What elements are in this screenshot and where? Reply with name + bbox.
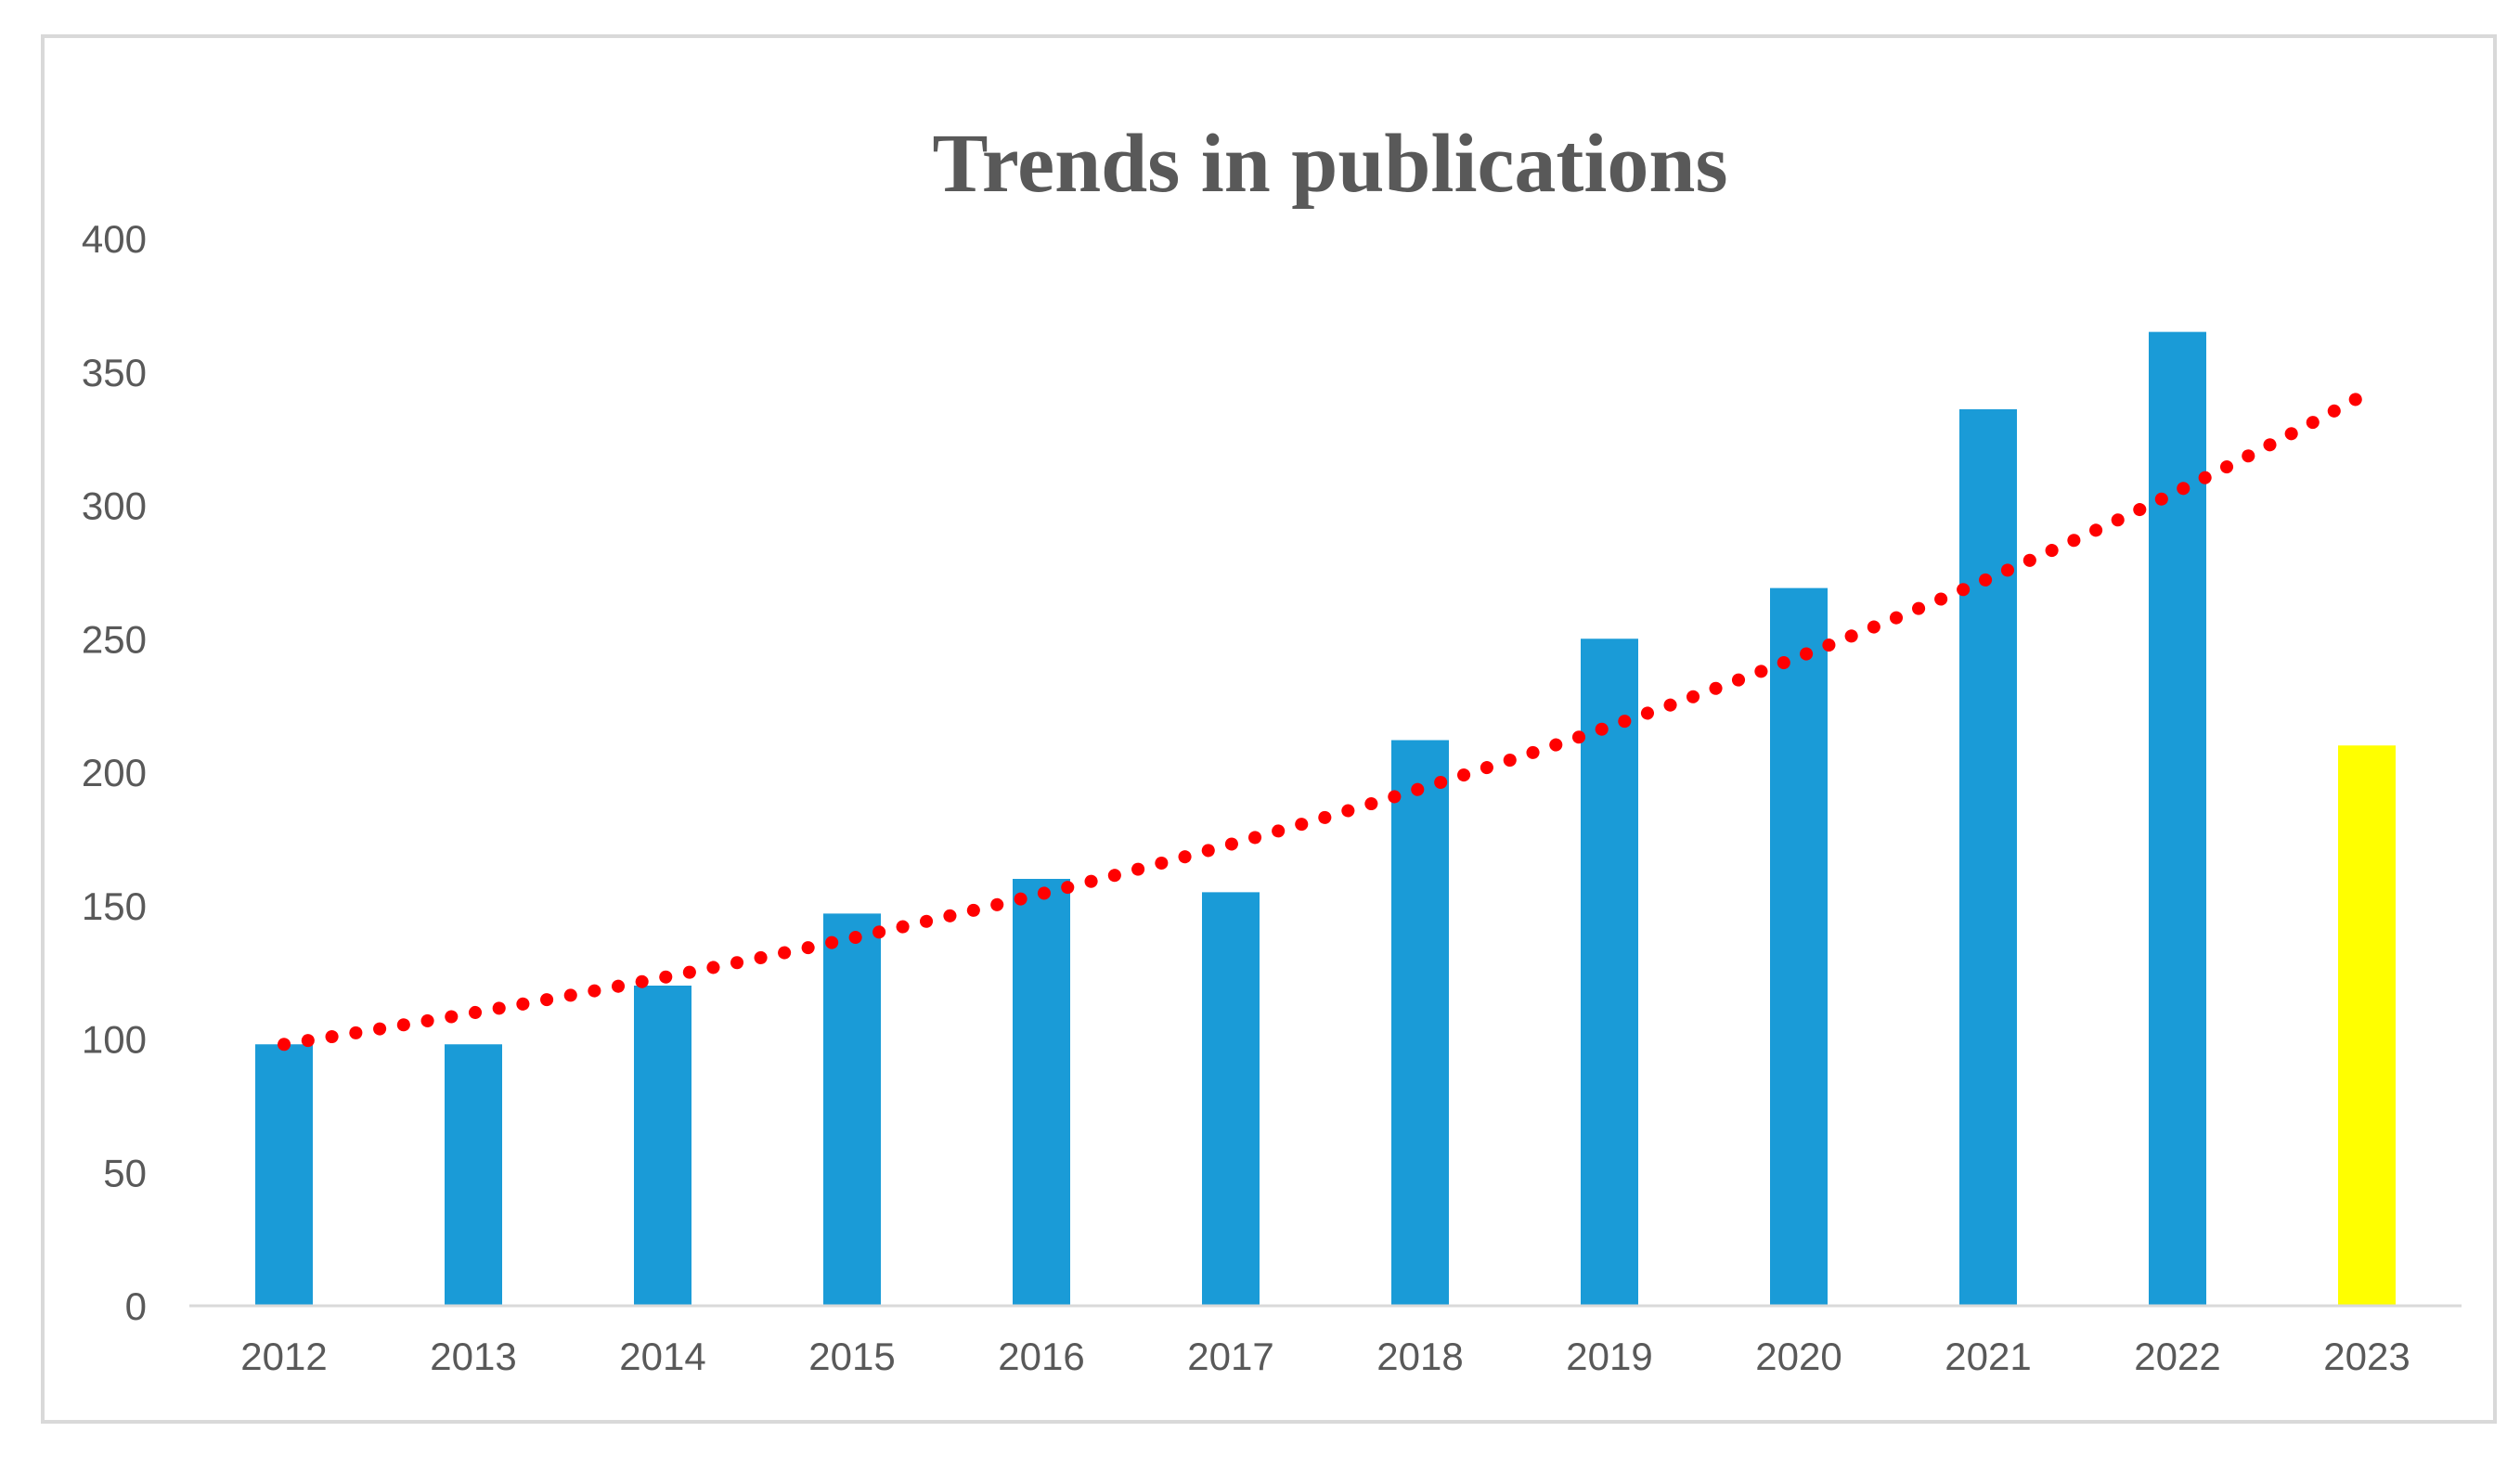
chart: Trends in publications 0 50 100 150 200 250 30…	[82, 118, 2462, 1378]
y-tick-label: 400	[82, 217, 147, 261]
y-tick-label: 200	[82, 751, 147, 794]
x-tick-label: 2015	[808, 1335, 895, 1378]
bar	[445, 1044, 502, 1306]
x-tick-label: 2017	[1187, 1335, 1273, 1378]
x-axis-ticks: 2012 2013 2014 2015 2016 2017 2018 2019 2020 2021…	[240, 1335, 2410, 1378]
bar	[1013, 879, 1070, 1306]
bar	[1959, 409, 2017, 1306]
x-tick-label: 2014	[619, 1335, 705, 1378]
bar	[2338, 745, 2396, 1306]
x-tick-label: 2018	[1376, 1335, 1463, 1378]
bar	[255, 1044, 313, 1306]
chart-frame: Trends in publications 0 50 100 150 200 250 30…	[41, 34, 2497, 1424]
bar	[1770, 587, 1828, 1306]
y-axis-ticks: 0 50 100 150 200 250 300 350 400	[82, 217, 147, 1328]
x-tick-label: 2020	[1755, 1335, 1842, 1378]
trendline	[278, 386, 2373, 1052]
bar	[823, 913, 881, 1306]
x-tick-label: 2023	[2323, 1335, 2410, 1378]
y-tick-label: 50	[103, 1151, 147, 1194]
x-tick-label: 2022	[2134, 1335, 2220, 1378]
x-tick-label: 2021	[1945, 1335, 2031, 1378]
y-tick-label: 250	[82, 617, 147, 661]
bar	[1581, 639, 1638, 1306]
y-tick-label: 0	[125, 1284, 147, 1328]
chart-title: Trends in publications	[933, 118, 1728, 210]
bar	[1391, 740, 1449, 1306]
x-tick-label: 2012	[240, 1335, 327, 1378]
y-tick-label: 350	[82, 351, 147, 394]
y-tick-label: 150	[82, 884, 147, 928]
x-tick-label: 2013	[430, 1335, 516, 1378]
bar	[1202, 892, 1260, 1306]
bar	[2149, 331, 2206, 1306]
x-tick-label: 2016	[998, 1335, 1084, 1378]
bar	[634, 986, 691, 1306]
y-tick-label: 100	[82, 1018, 147, 1062]
x-tick-label: 2019	[1566, 1335, 1652, 1378]
y-tick-label: 300	[82, 484, 147, 528]
